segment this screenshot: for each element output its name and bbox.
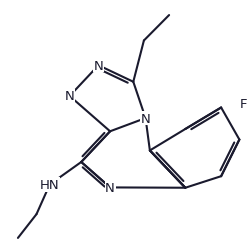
Text: N: N [65,90,75,103]
Text: N: N [93,59,103,73]
Text: HN: HN [40,178,59,191]
Text: N: N [141,112,150,125]
Text: N: N [105,181,115,194]
Text: F: F [240,97,247,110]
